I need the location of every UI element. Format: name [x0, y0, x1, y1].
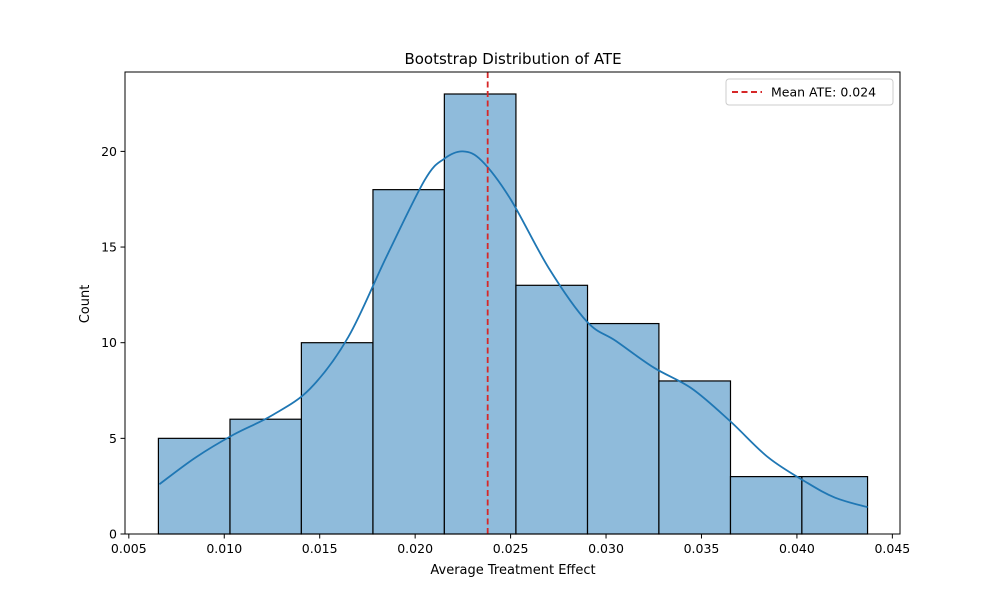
- y-tick-label: 5: [109, 431, 117, 446]
- bars-layer: [157, 93, 869, 535]
- x-tick-label: 0.040: [779, 541, 815, 556]
- chart-title: Bootstrap Distribution of ATE: [404, 50, 621, 68]
- histogram-bar-9: [729, 476, 803, 535]
- x-tick-label: 0.035: [684, 541, 720, 556]
- histogram-bar-6: [515, 284, 589, 535]
- y-tick-label: 10: [101, 335, 117, 350]
- x-tick-label: 0.030: [588, 541, 624, 556]
- plot-frame: [124, 71, 901, 535]
- histogram-bar-5: [443, 93, 517, 535]
- histogram-bar-7: [586, 322, 660, 535]
- histogram-bar-1: [157, 437, 231, 535]
- x-tick-label: 0.020: [397, 541, 433, 556]
- axes-layer: 0.005 0.010 0.015 0.020 0.025 0.030 0.035 0.040…: [101, 71, 910, 556]
- legend: Mean ATE: 0.024: [725, 78, 894, 106]
- histogram-bar-3: [300, 342, 374, 535]
- histogram-bar-4: [372, 189, 445, 535]
- legend-box: [725, 78, 894, 106]
- y-axis-label: Count: [78, 285, 93, 324]
- histogram-bar-8: [658, 380, 732, 535]
- x-tick-label: 0.045: [874, 541, 910, 556]
- histogram-bar-2: [229, 418, 302, 535]
- x-tick-label: 0.005: [111, 541, 147, 556]
- y-tick-label: 15: [101, 240, 117, 255]
- kde-curve: [158, 150, 868, 509]
- x-tick-label: 0.025: [493, 541, 529, 556]
- kde-layer: [158, 150, 868, 509]
- y-tick-label: 0: [109, 527, 117, 542]
- x-axis-label: Average Treatment Effect: [430, 563, 595, 578]
- y-tick-label: 20: [101, 144, 117, 159]
- legend-mean-label: Mean ATE: 0.024: [771, 85, 876, 100]
- x-tick-label: 0.015: [302, 541, 338, 556]
- x-tick-label: 0.010: [206, 541, 242, 556]
